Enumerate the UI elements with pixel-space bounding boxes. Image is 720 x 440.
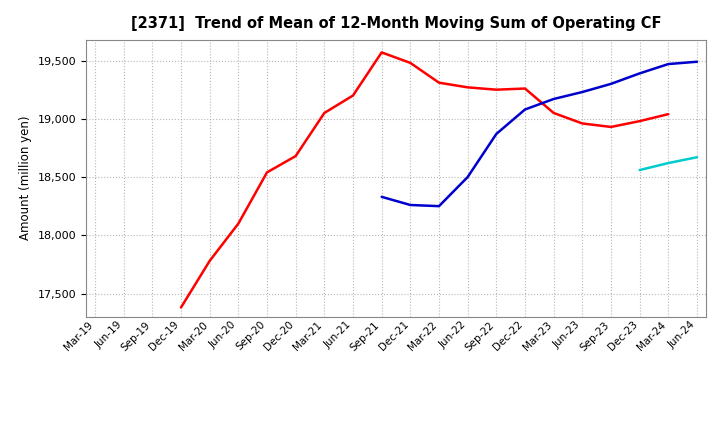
Title: [2371]  Trend of Mean of 12-Month Moving Sum of Operating CF: [2371] Trend of Mean of 12-Month Moving … <box>131 16 661 32</box>
Y-axis label: Amount (million yen): Amount (million yen) <box>19 116 32 240</box>
